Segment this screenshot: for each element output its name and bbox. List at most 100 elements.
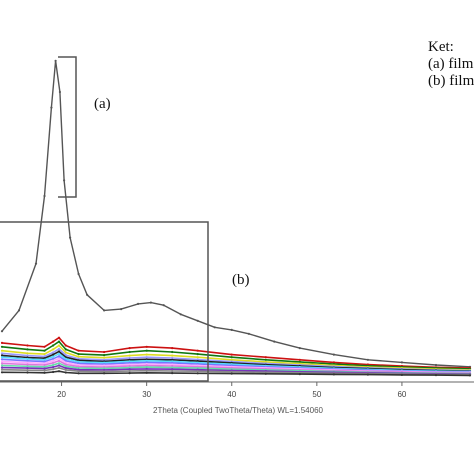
data-point [196,353,199,356]
data-point [400,373,403,376]
data-point [0,345,4,348]
data-point [34,262,38,265]
data-point [52,366,55,369]
annotation-a: (a) [94,96,111,112]
data-point [77,363,80,367]
data-point [196,370,199,373]
data-point [103,370,106,373]
data-point [64,344,67,347]
data-point [54,59,57,62]
data-point [0,366,4,369]
data-point [52,344,55,347]
data-point [52,357,55,360]
data-point [43,371,46,374]
data-point [298,358,301,361]
data-point [0,362,4,365]
x-tick-label: 30 [142,390,151,399]
data-point [103,358,106,361]
data-point [52,370,55,374]
data-point [145,345,148,348]
data-point [332,353,335,356]
data-point [52,363,55,367]
data-point [77,355,80,358]
data-point [43,357,46,360]
data-point [57,352,61,355]
data-point [171,361,174,364]
data-point [128,350,131,354]
data-point [145,371,148,374]
data-point [230,358,233,361]
series-layer [0,59,472,377]
data-point [128,372,131,375]
data-point [43,360,46,363]
data-point [128,358,131,361]
data-point [162,304,165,307]
data-point [196,358,199,361]
data-point [213,326,216,329]
data-point [52,368,55,371]
data-point [0,341,4,344]
data-point [0,354,4,357]
data-point [26,363,29,366]
data-point [230,370,233,373]
data-point [171,356,174,360]
data-point [264,372,267,375]
data-point [26,365,29,368]
data-point [58,90,62,94]
data-point [26,352,29,355]
data-point [63,179,66,182]
data-point [149,301,152,304]
data-point [196,372,199,375]
data-point [43,363,46,367]
data-point [332,373,335,376]
data-point [0,360,4,363]
data-point [196,349,199,352]
data-point [64,351,67,354]
data-point [128,368,131,371]
data-point [69,236,72,239]
data-point [120,308,123,311]
data-point [145,356,148,359]
data-point [77,367,80,370]
data-point [0,364,4,367]
data-point [52,351,55,354]
data-point [171,368,174,371]
data-point [171,366,174,369]
data-point [145,361,148,364]
data-point [26,359,29,362]
data-point [77,370,80,373]
data-point [52,353,55,356]
data-point [171,358,174,361]
bracket-a [58,56,77,198]
x-tick-label: 40 [227,390,236,399]
annotation-b: (b) [232,272,250,288]
data-point [64,361,67,364]
data-point [64,354,67,357]
data-point [57,340,61,343]
data-point [145,369,148,372]
data-point [103,368,106,371]
data-point [264,358,267,361]
data-point [103,364,106,367]
data-point [52,361,55,364]
data-point [468,374,472,377]
data-point [145,364,148,367]
data-point [43,345,46,348]
data-point [196,356,199,359]
data-point [0,371,4,374]
data-point [52,355,55,358]
legend-item-a: (a) film [428,56,474,72]
data-point [43,367,46,370]
data-point [145,353,148,356]
data-point [57,344,61,347]
series-line-b-3 [1,344,471,371]
data-point [103,354,106,357]
data-point [128,347,131,350]
data-point [128,369,131,373]
data-point [0,330,4,333]
data-point [64,348,67,351]
data-point [43,365,46,368]
data-point [57,357,61,360]
data-point [57,366,61,369]
